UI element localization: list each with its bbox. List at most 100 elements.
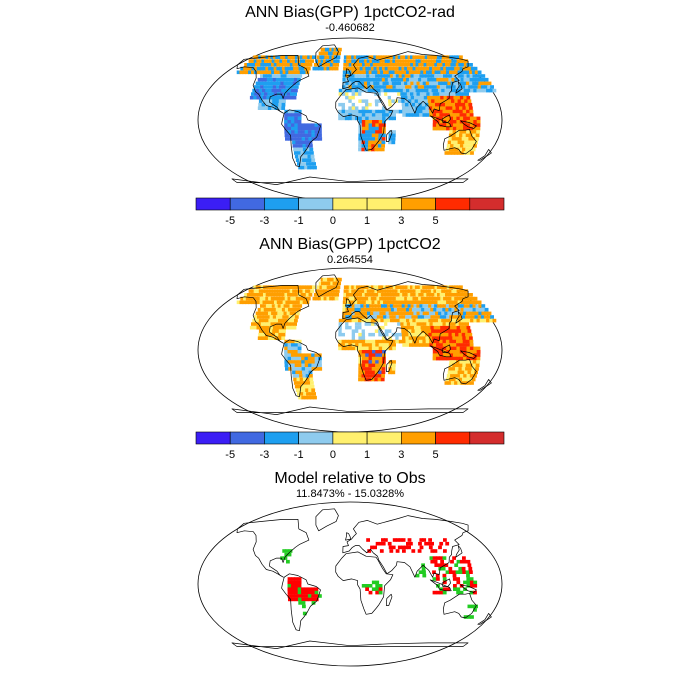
grid-cell: [387, 322, 392, 326]
grid-cell: [286, 304, 291, 308]
grid-cell: [477, 300, 482, 305]
grid-cell: [464, 289, 469, 293]
grid-cell: [435, 332, 439, 337]
grid-cell: [410, 59, 415, 63]
grid-cell: [374, 59, 379, 63]
grid-cell: [281, 293, 286, 297]
grid-cell: [322, 277, 327, 282]
grid-cell: [391, 363, 396, 368]
grid-cell: [374, 329, 379, 333]
grid-cell: [295, 293, 299, 297]
grid-cell: [364, 140, 369, 145]
grid-cell: [378, 63, 382, 67]
grid-cell: [299, 158, 303, 162]
grid-cell: [278, 99, 283, 103]
grid-cell: [370, 66, 375, 71]
grid-cell: [242, 70, 247, 75]
grid-cell: [295, 367, 299, 371]
grid-cell: [415, 63, 420, 67]
grid-cell: [481, 307, 486, 312]
grid-cell: [422, 113, 427, 117]
grid-cell: [384, 77, 389, 82]
grid-cell: [417, 549, 422, 553]
grid-cell: [483, 85, 488, 89]
grid-cell: [251, 92, 255, 96]
grid-cell: [354, 74, 359, 78]
grid-cell: [445, 92, 450, 96]
grid-cell: [456, 116, 461, 121]
grid-cell: [457, 304, 462, 308]
grid-cell: [258, 289, 263, 293]
grid-cell: [292, 140, 296, 145]
grid-cell: [451, 74, 456, 78]
grid-cell: [379, 311, 384, 316]
grid-cell: [456, 350, 461, 354]
grid-cell: [338, 113, 342, 117]
grid-cell: [452, 92, 456, 96]
grid-cell: [320, 59, 325, 63]
grid-cell: [401, 296, 406, 301]
grid-cell: [471, 85, 476, 89]
grid-cell: [351, 85, 356, 89]
grid-cell: [383, 88, 388, 93]
grid-cell: [416, 92, 421, 96]
grid-cell: [444, 285, 449, 289]
grid-cell: [419, 343, 423, 347]
grid-cell: [375, 356, 380, 361]
grid-cell: [436, 85, 441, 89]
grid-cell: [450, 293, 455, 297]
grid-cell: [423, 63, 428, 67]
grid-cell: [354, 95, 359, 100]
grid-cell: [309, 285, 314, 289]
grid-cell: [307, 353, 312, 357]
grid-cell: [404, 81, 408, 86]
grid-cell: [439, 315, 444, 319]
grid-cell: [275, 307, 280, 312]
grid-cell: [469, 300, 473, 305]
grid-cell: [463, 346, 467, 351]
grid-cell: [403, 92, 408, 96]
colorbar-box: [469, 197, 505, 211]
grid-cell: [392, 59, 397, 63]
grid-cell: [450, 559, 454, 564]
coastline-greenland: [315, 274, 339, 298]
grid-cell: [342, 81, 347, 86]
grid-cell: [436, 307, 441, 312]
grid-cell: [417, 325, 422, 330]
grid-cell: [452, 573, 457, 578]
grid-cell: [368, 113, 373, 117]
grid-cell: [295, 74, 300, 78]
grid-cell: [260, 315, 264, 319]
grid-cell: [445, 77, 450, 82]
grid-cell: [292, 325, 297, 330]
grid-cell: [311, 363, 316, 368]
grid-cell: [379, 59, 384, 63]
grid-cell: [254, 66, 258, 71]
grid-cell: [425, 59, 430, 63]
grid-cell: [345, 92, 349, 96]
grid-cell: [481, 77, 486, 82]
grid-cell: [445, 66, 450, 71]
grid-cell: [405, 85, 409, 89]
grid-cell: [432, 590, 437, 595]
grid-cell: [452, 363, 457, 368]
grid-cell: [411, 332, 416, 337]
grid-cell: [398, 304, 403, 308]
grid-cell: [345, 88, 349, 93]
grid-cell: [381, 374, 385, 378]
grid-cell: [236, 70, 241, 75]
grid-cell: [446, 315, 450, 319]
grid-cell: [383, 85, 387, 89]
grid-cell: [277, 336, 282, 340]
grid-cell: [265, 88, 269, 93]
grid-cell: [304, 123, 309, 127]
grid-cell: [481, 304, 486, 308]
grid-cell: [398, 66, 403, 71]
grid-cell: [365, 346, 369, 351]
grid-cell: [284, 293, 289, 297]
grid-cell: [363, 307, 368, 312]
grid-cell: [395, 102, 399, 107]
grid-cell: [449, 346, 454, 351]
grid-cell: [415, 289, 420, 293]
grid-cell: [468, 147, 473, 152]
